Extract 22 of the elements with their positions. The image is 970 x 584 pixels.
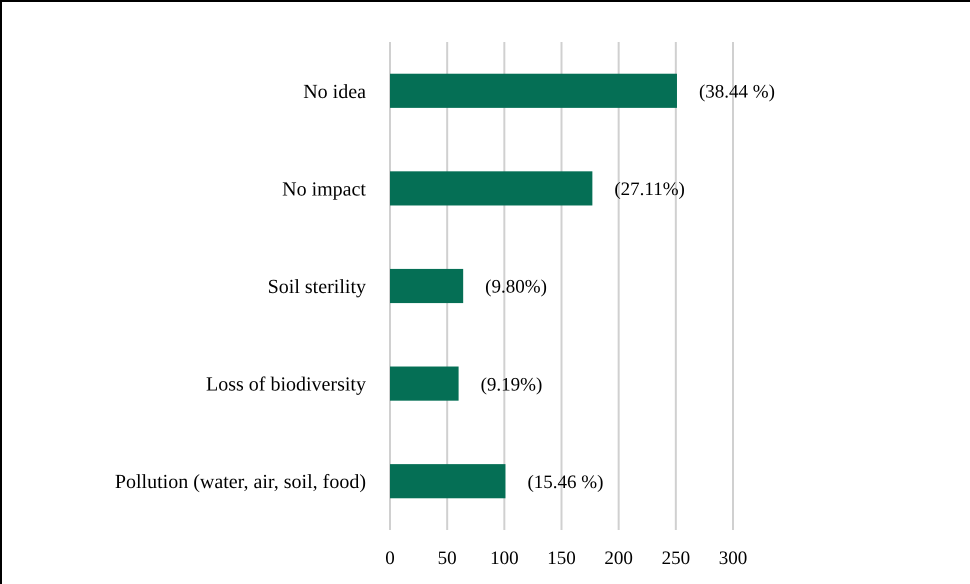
bar (390, 464, 506, 498)
annotation: (9.80%) (485, 276, 547, 298)
y-tick-label: Pollution (water, air, soil, food) (114, 471, 366, 494)
y-tick-label: Soil sterility (268, 276, 366, 298)
y-tick-label: No idea (303, 80, 366, 103)
y-tick-label: Loss of biodiversity (206, 374, 366, 396)
bar (390, 366, 459, 401)
bar (390, 268, 464, 304)
x-tick-label: 250 (662, 548, 690, 569)
annotation: (15.46 %) (527, 472, 604, 493)
x-tick-label: 200 (604, 548, 633, 569)
annotation: (9.19%) (480, 374, 542, 396)
annotation: (27.11%) (614, 179, 685, 200)
bar (390, 171, 592, 206)
x-tick-label: 0 (385, 548, 395, 569)
bar (390, 74, 677, 108)
x-tick-label: 100 (490, 548, 519, 569)
x-tick-label: 50 (438, 548, 457, 569)
y-tick-label: No impact (282, 178, 366, 200)
x-tick-label: 150 (547, 548, 576, 569)
annotation: (38.44 %) (698, 81, 775, 102)
x-tick-label: 300 (718, 548, 748, 569)
